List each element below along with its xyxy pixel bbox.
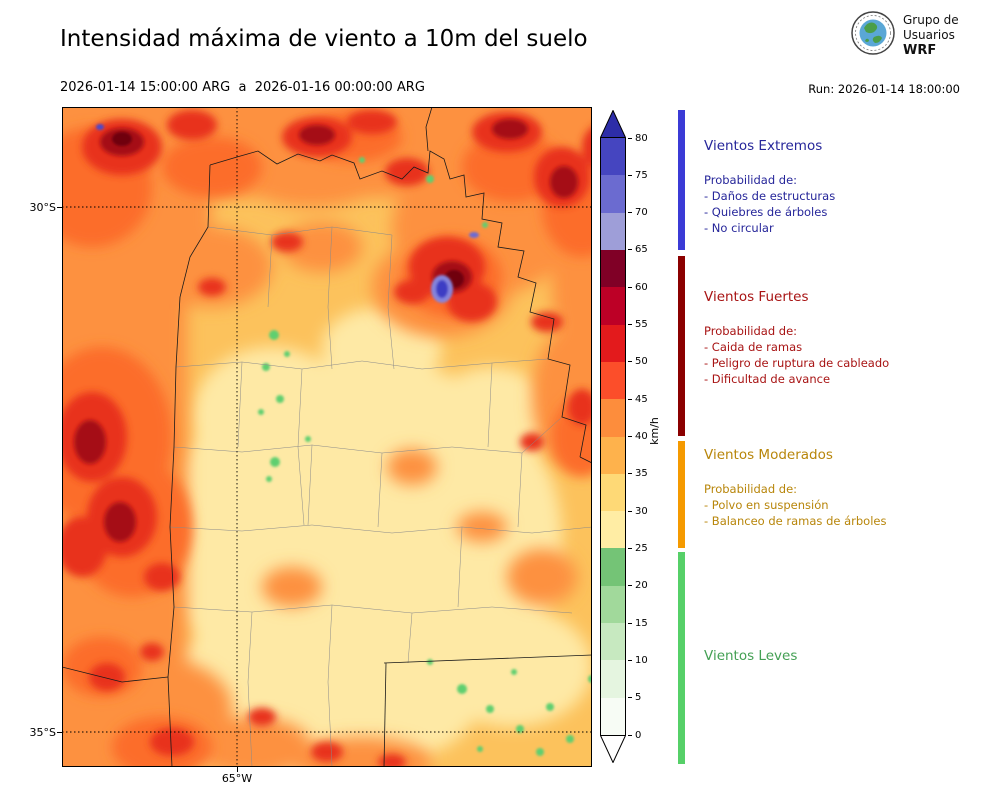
wind-intensity-map xyxy=(62,107,592,767)
legend-section-leves: Vientos Leves xyxy=(704,648,992,664)
legend-item: - Peligro de ruptura de cableado xyxy=(704,356,890,370)
colorbar-tick-65: 65 xyxy=(628,244,648,255)
colorbar-tick-15: 15 xyxy=(628,618,648,629)
forecast-period: 2026-01-14 15:00:00 ARG a 2026-01-16 00:… xyxy=(60,80,425,95)
graticule-lines xyxy=(62,107,592,767)
department-boundaries xyxy=(169,226,592,767)
legend-item: - No circular xyxy=(704,221,774,235)
colorbar-tick-75: 75 xyxy=(628,170,648,181)
colorbar-tick-80: 80 xyxy=(628,133,648,144)
legend-item: - Daños de estructuras xyxy=(704,189,836,203)
lat-tick-mark-30s xyxy=(57,207,62,208)
colorbar-tick-60: 60 xyxy=(628,282,648,293)
wrf-logo: Grupo de Usuarios WRF xyxy=(850,10,959,60)
colorbar-segment-35-40 xyxy=(601,436,625,474)
legend-items-moderados: - Polvo en suspensión - Balanceo de ramas… xyxy=(704,497,992,529)
legend-probability-label: Probabilidad de: xyxy=(704,482,798,496)
lat-tick-mark-35s xyxy=(57,732,62,733)
colorbar-segment-65-70 xyxy=(601,212,625,250)
colorbar-tick-30: 30 xyxy=(628,506,648,517)
colorbar-segment-30-35 xyxy=(601,473,625,512)
colorbar-tick-20: 20 xyxy=(628,580,648,591)
page-title: Intensidad máxima de viento a 10m del su… xyxy=(60,26,588,52)
logo-line-3: WRF xyxy=(903,42,937,58)
globe-icon xyxy=(850,10,896,60)
legend-bar-moderados xyxy=(678,441,685,548)
colorbar-segment-5-10 xyxy=(601,660,625,698)
legend-bar-fuertes xyxy=(678,256,685,436)
legend-item: - Quiebres de árboles xyxy=(704,205,828,219)
legend-bar-leves xyxy=(678,552,685,764)
logo-text: Grupo de Usuarios WRF xyxy=(903,13,959,58)
legend-title-extremos: Vientos Extremos xyxy=(704,138,823,154)
colorbar-segment-55-60 xyxy=(601,287,625,325)
legend-section-moderados: Vientos Moderados Probabilidad de: - Pol… xyxy=(704,447,992,529)
colorbar-tick-70: 70 xyxy=(628,207,648,218)
legend-item: - Polvo en suspensión xyxy=(704,498,829,512)
colorbar-tick-0: 0 xyxy=(628,730,641,741)
map-extreme-wind-spot xyxy=(96,124,479,303)
colorbar-segment-15-20 xyxy=(601,585,625,624)
colorbar-segment-0-5 xyxy=(601,697,625,735)
legend-title-leves: Vientos Leves xyxy=(704,648,798,664)
colorbar-segment-10-15 xyxy=(601,623,625,661)
logo-line-2: Usuarios xyxy=(903,27,955,42)
legend-title-fuertes: Vientos Fuertes xyxy=(704,289,809,305)
colorbar-segment-70-75 xyxy=(601,175,625,213)
lon-tick-65w: 65°W xyxy=(221,772,253,785)
colorbar-tick-45: 45 xyxy=(628,394,648,405)
colorbar-ticks: 0 5 10 15 20 25 30 35 40 45 50 55 60 65 70 75 80 xyxy=(628,133,668,741)
colorbar-tick-55: 55 xyxy=(628,319,648,330)
colorbar-segment-45-50 xyxy=(601,361,625,400)
colorbar-tick-10: 10 xyxy=(628,655,648,666)
colorbar-segment-60-65 xyxy=(601,249,625,288)
colorbar-tick-35: 35 xyxy=(628,468,648,479)
legend-bar-extremos xyxy=(678,110,685,250)
legend-section-fuertes: Vientos Fuertes Probabilidad de: - Caida… xyxy=(704,289,992,387)
colorbar-tick-25: 25 xyxy=(628,543,648,554)
legend-probability-label: Probabilidad de: xyxy=(704,324,798,338)
logo-line-1: Grupo de xyxy=(903,12,959,27)
map-border xyxy=(62,107,592,767)
lon-tick-mark-65w xyxy=(237,767,238,772)
legend-items-extremos: - Daños de estructuras - Quiebres de árbo… xyxy=(704,188,992,236)
lat-tick-30s: 30°S xyxy=(29,201,56,214)
colorbar-tick-40: 40 xyxy=(628,431,648,442)
legend-items-fuertes: - Caida de ramas - Peligro de ruptura de … xyxy=(704,339,992,387)
colorbar-tick-5: 5 xyxy=(628,692,641,703)
colorbar-segments xyxy=(600,138,626,735)
legend-title-moderados: Vientos Moderados xyxy=(704,447,833,463)
province-boundaries xyxy=(62,107,592,767)
legend-probability-label: Probabilidad de: xyxy=(704,173,798,187)
colorbar-arrow-under xyxy=(599,735,627,767)
colorbar-segment-25-30 xyxy=(601,511,625,549)
model-run-label: Run: 2026-01-14 18:00:00 xyxy=(808,82,960,96)
colorbar-segment-20-25 xyxy=(601,548,625,586)
colorbar-segment-75-80 xyxy=(601,138,625,176)
colorbar-unit-label: km/h xyxy=(648,417,661,445)
legend-item: - Dificultad de avance xyxy=(704,372,831,386)
colorbar-tick-50: 50 xyxy=(628,356,648,367)
colorbar-segment-40-45 xyxy=(601,399,625,437)
wind-map-svg xyxy=(62,107,592,767)
lat-tick-35s: 35°S xyxy=(29,726,56,739)
colorbar-segment-50-55 xyxy=(601,324,625,362)
legend-section-extremos: Vientos Extremos Probabilidad de: - Daño… xyxy=(704,138,992,236)
colorbar-arrow-over xyxy=(599,109,627,142)
legend-item: - Balanceo de ramas de árboles xyxy=(704,514,887,528)
legend-item: - Caida de ramas xyxy=(704,340,803,354)
